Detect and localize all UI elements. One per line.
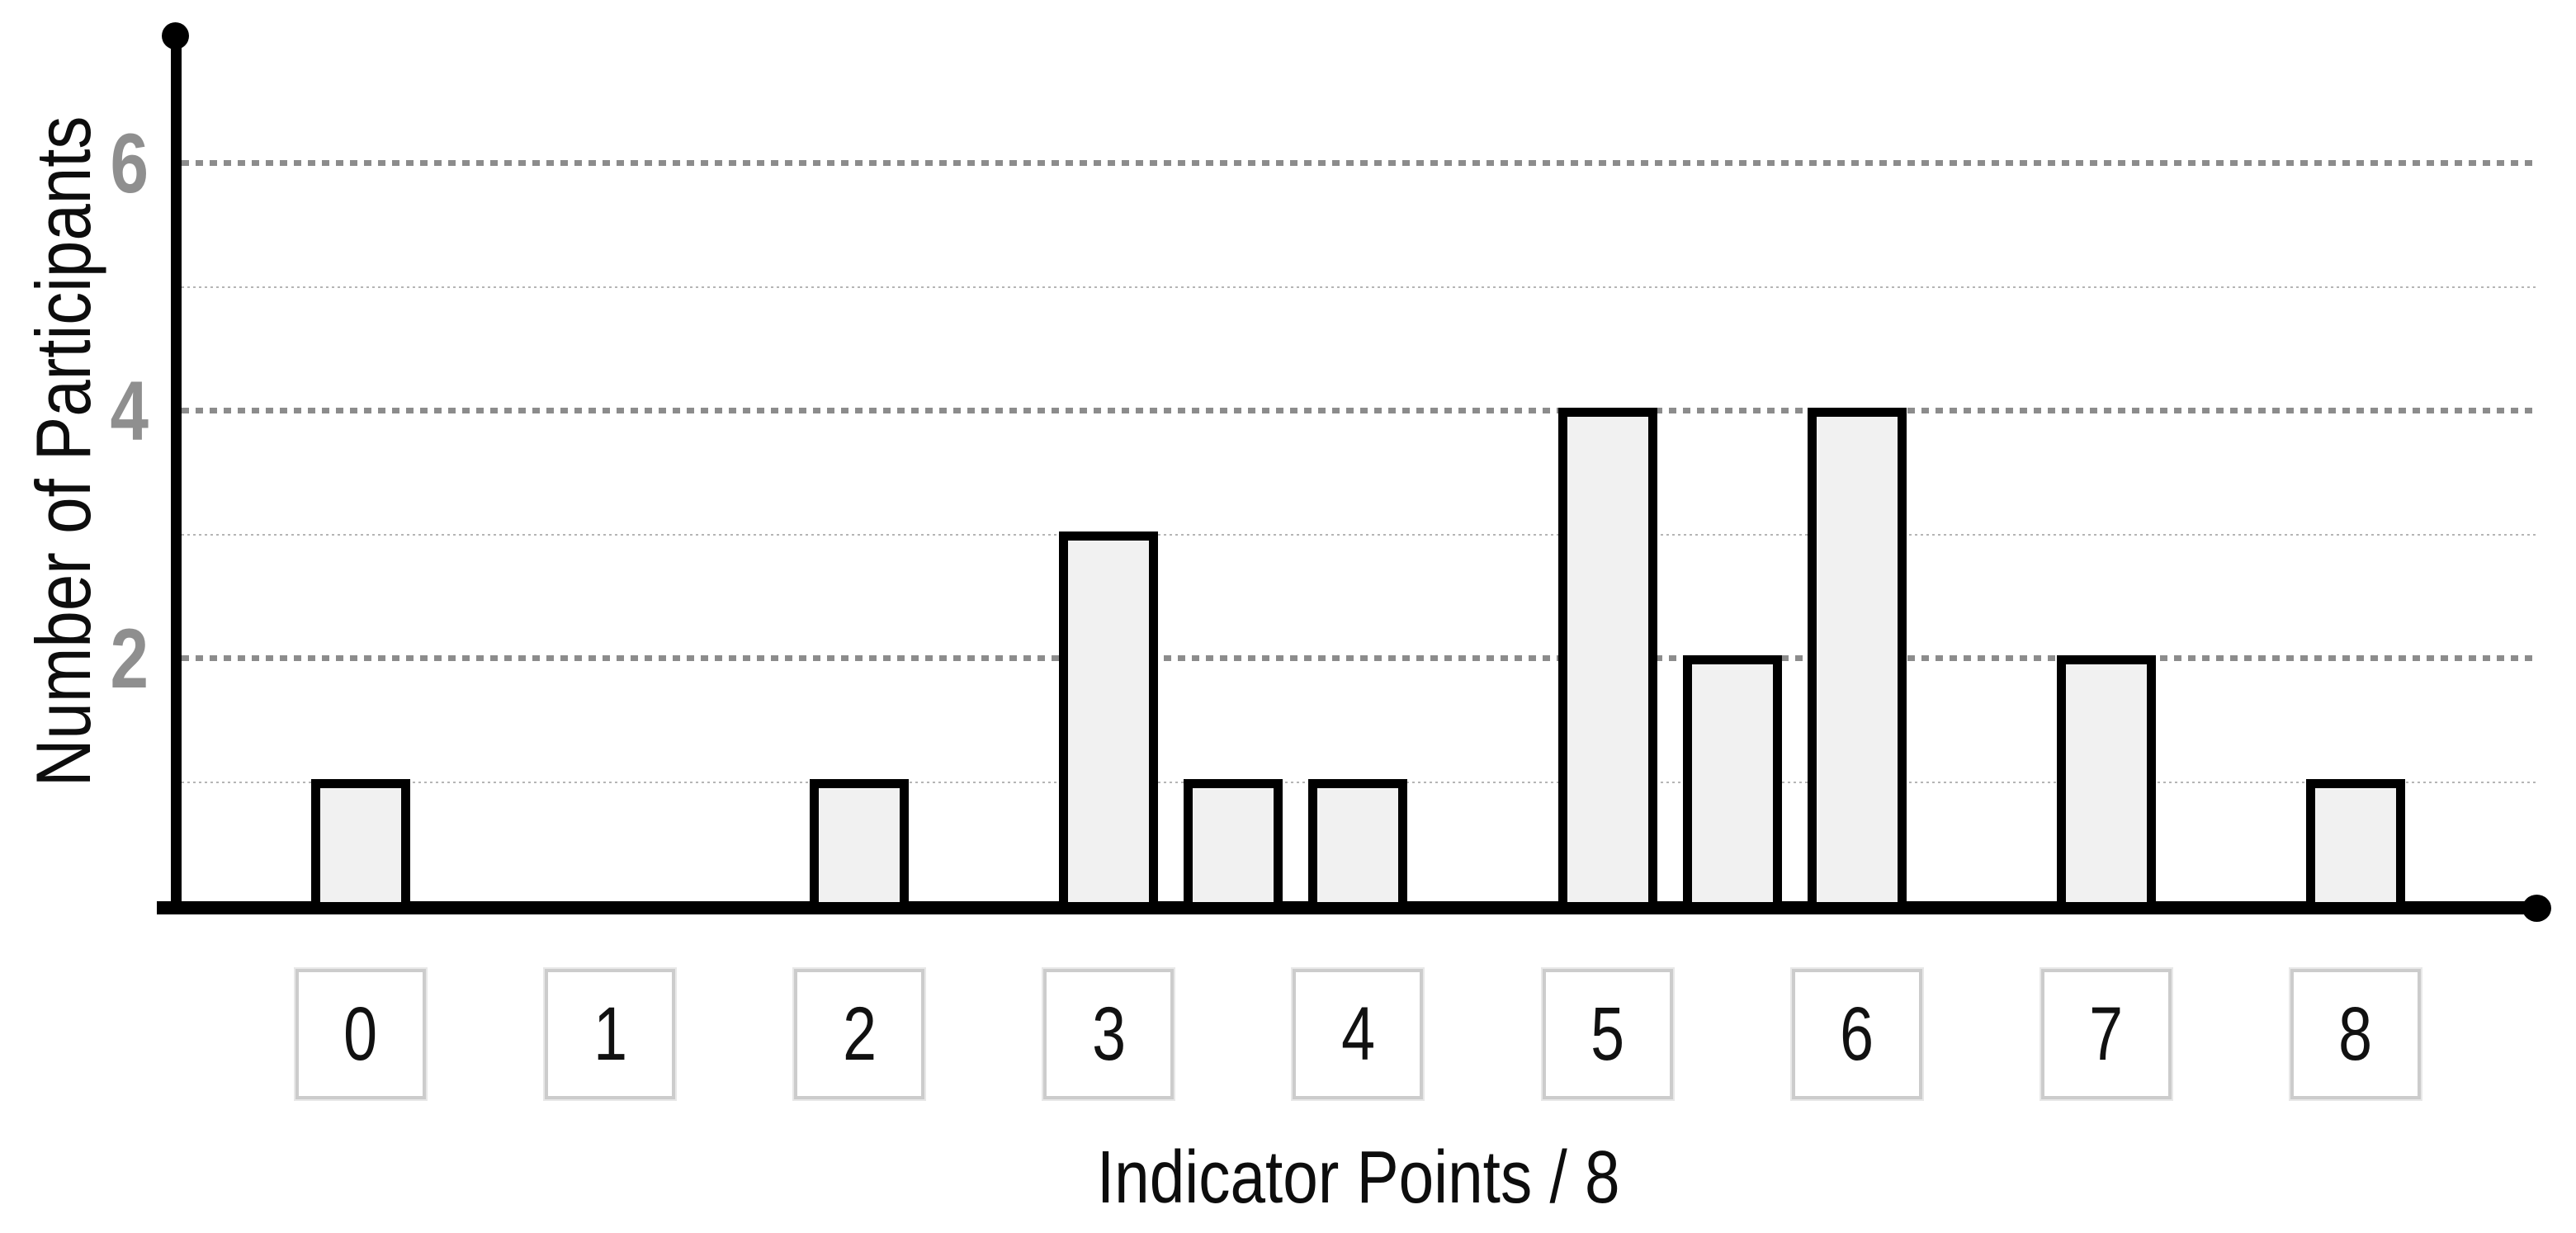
x-tick-box-2: 2 bbox=[794, 969, 925, 1099]
x-tick-label-7: 7 bbox=[2089, 991, 2124, 1076]
bar-x-2 bbox=[810, 779, 910, 911]
x-tick-label-4: 4 bbox=[1340, 991, 1375, 1076]
x-tick-label-1: 1 bbox=[593, 991, 627, 1076]
gridline-light-5 bbox=[182, 286, 2536, 288]
bar-x-5.5 bbox=[1682, 655, 1782, 911]
x-tick-label-2: 2 bbox=[842, 991, 877, 1076]
y-tick-label-6: 6 bbox=[110, 116, 149, 210]
x-tick-box-6: 6 bbox=[1791, 969, 1922, 1099]
bar-x-4 bbox=[1308, 779, 1408, 911]
gridline-dark-6 bbox=[182, 160, 2536, 166]
y-axis-line bbox=[171, 36, 182, 911]
x-tick-box-3: 3 bbox=[1043, 969, 1175, 1099]
x-tick-label-6: 6 bbox=[1840, 991, 1874, 1076]
gridline-light-3 bbox=[182, 534, 2536, 536]
bar-x-5 bbox=[1557, 408, 1657, 911]
x-tick-label-0: 0 bbox=[343, 991, 378, 1076]
x-tick-label-5: 5 bbox=[1591, 991, 1624, 1076]
x-tick-label-3: 3 bbox=[1091, 991, 1126, 1076]
bar-x-6 bbox=[1807, 408, 1907, 911]
x-tick-box-4: 4 bbox=[1293, 969, 1424, 1099]
y-tick-label-2: 2 bbox=[110, 612, 149, 706]
gridline-dark-2 bbox=[182, 655, 2536, 661]
y-axis-title: Number of Participants bbox=[20, 103, 107, 846]
bar-x-0 bbox=[311, 779, 410, 911]
x-tick-box-5: 5 bbox=[1542, 969, 1673, 1099]
x-axis-title: Indicator Points / 8 bbox=[946, 1136, 1771, 1226]
y-axis-end-dot bbox=[162, 22, 189, 50]
gridline-dark-4 bbox=[182, 408, 2536, 413]
bar-x-8 bbox=[2305, 779, 2405, 911]
bar-x-3.5 bbox=[1184, 779, 1283, 911]
x-tick-box-1: 1 bbox=[545, 969, 676, 1099]
x-tick-box-7: 7 bbox=[2040, 969, 2172, 1099]
x-tick-box-0: 0 bbox=[295, 969, 426, 1099]
x-tick-label-8: 8 bbox=[2338, 991, 2373, 1076]
bar-x-3 bbox=[1059, 531, 1159, 911]
x-axis-title-text: Indicator Points / 8 bbox=[1097, 1136, 1620, 1219]
x-axis-end-dot bbox=[2522, 895, 2551, 922]
x-tick-box-8: 8 bbox=[2290, 969, 2421, 1099]
bar-x-7 bbox=[2056, 655, 2156, 911]
y-tick-label-4: 4 bbox=[110, 364, 149, 458]
